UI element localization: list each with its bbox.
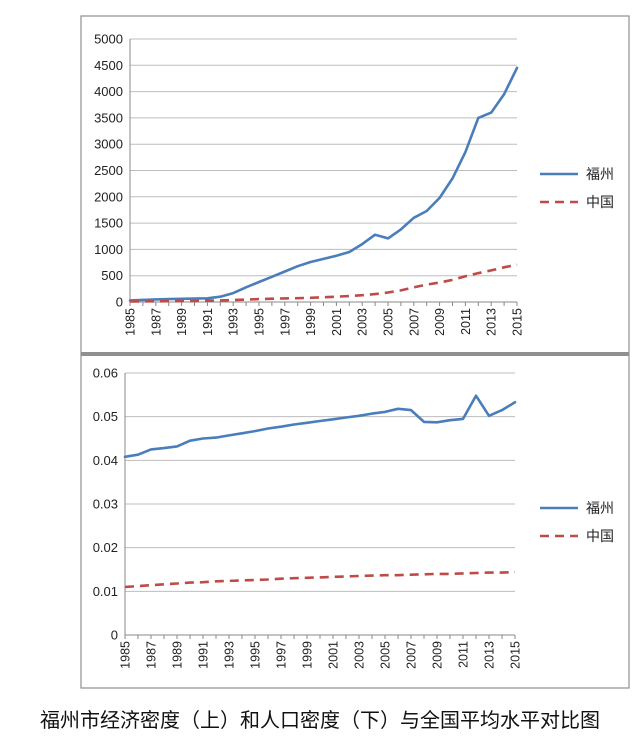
y-tick-label: 1500 (94, 216, 123, 231)
x-tick-label: 1989 (175, 308, 189, 336)
y-tick-label: 2000 (94, 189, 123, 204)
x-tick-label: 2005 (379, 641, 393, 669)
x-tick-label: 1985 (124, 308, 138, 336)
x-tick-label: 2015 (511, 308, 525, 336)
y-tick-label: 500 (101, 268, 123, 283)
y-tick-label: 2500 (94, 163, 123, 178)
y-tick-label: 0.01 (93, 584, 118, 599)
x-tick-label: 2013 (485, 308, 499, 336)
x-tick-label: 1989 (171, 641, 185, 669)
y-tick-label: 0.06 (93, 366, 118, 381)
x-tick-label: 1997 (275, 641, 289, 669)
x-tick-label: 1991 (197, 641, 211, 669)
y-tick-label: 4500 (94, 58, 123, 73)
x-tick-label: 2009 (431, 641, 445, 669)
x-tick-label: 1999 (301, 641, 315, 669)
x-tick-label: 2001 (327, 641, 341, 669)
x-tick-label: 2011 (457, 641, 471, 668)
x-tick-label: 2007 (407, 308, 421, 336)
series-line-fuzhou (128, 66, 519, 302)
x-tick-label: 1993 (223, 641, 237, 669)
x-tick-label: 1987 (149, 308, 163, 336)
series-line-china (129, 263, 518, 303)
x-tick-label: 1995 (253, 308, 267, 336)
x-tick-label: 2003 (353, 641, 367, 669)
y-tick-label: 3000 (94, 137, 123, 152)
x-tick-label: 2015 (509, 641, 523, 669)
x-tick-label: 2007 (405, 641, 419, 669)
x-tick-label: 1997 (278, 308, 292, 336)
x-tick-label: 2011 (459, 308, 473, 335)
y-tick-label: 0 (111, 628, 118, 643)
legend-label: 福州 (586, 166, 614, 182)
population-density-chart: 0 0.01 0.02 0.03 0.04 0.05 0.06 1985 1987 1989 199… (93, 366, 614, 669)
series-line-fuzhou (123, 394, 517, 459)
x-tick-label: 1991 (201, 308, 215, 336)
x-tick-label: 1985 (119, 641, 133, 669)
legend-label: 福州 (586, 500, 614, 516)
panel-separator (81, 352, 629, 356)
y-tick-label: 0.03 (93, 497, 118, 512)
y-tick-label: 0.02 (93, 540, 118, 555)
series-line-china (124, 570, 516, 589)
y-tick-label: 1000 (94, 242, 123, 257)
x-tick-label: 1987 (145, 641, 159, 669)
y-tick-label: 0 (116, 295, 123, 310)
x-tick-label: 2013 (483, 641, 497, 669)
x-tick-label: 2005 (382, 308, 396, 336)
legend-label: 中国 (586, 528, 614, 544)
y-tick-label: 0.05 (93, 409, 118, 424)
x-tick-label: 1995 (249, 641, 263, 669)
x-tick-label: 1993 (227, 308, 241, 336)
y-tick-label: 0.04 (93, 453, 118, 468)
x-tick-label: 1999 (304, 308, 318, 336)
x-tick-label: 2003 (356, 308, 370, 336)
y-tick-label: 4000 (94, 84, 123, 99)
y-tick-label: 3500 (94, 110, 123, 125)
figure-caption: 福州市经济密度（上）和人口密度（下）与全国平均水平对比图 (40, 708, 600, 732)
x-tick-label: 2001 (330, 308, 344, 336)
economic-density-chart: 0 500 1000 1500 2000 2500 3000 3500 4000 4500 5000… (94, 32, 614, 336)
y-tick-label: 5000 (94, 32, 123, 47)
x-tick-label: 2009 (433, 308, 447, 336)
legend-label: 中国 (586, 194, 614, 210)
